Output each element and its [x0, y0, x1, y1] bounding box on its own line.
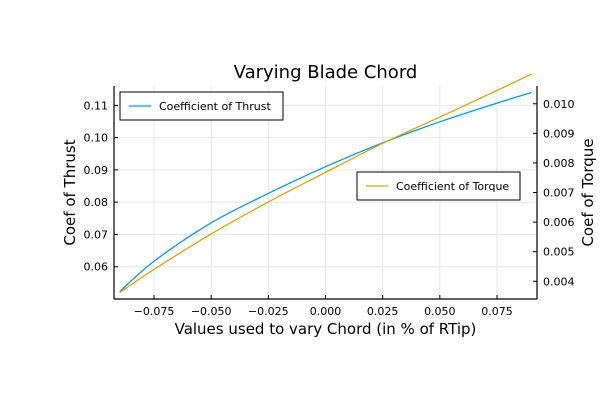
- left-y-tick-label: 0.07: [84, 228, 109, 241]
- x-tick-label: 0.000: [310, 305, 342, 318]
- left-y-tick-label: 0.11: [84, 99, 109, 112]
- legend-label: Coefficient of Torque: [396, 180, 509, 193]
- left-y-tick-label: 0.09: [84, 164, 109, 177]
- x-tick-label: −0.075: [134, 305, 175, 318]
- right-y-axis-ticks: 0.004 0.005 0.006 0.007 0.008 0.009 0.010: [533, 98, 575, 288]
- x-tick-label: 0.050: [424, 305, 456, 318]
- legends: Coefficient of Thrust Coefficient of Torq…: [119, 91, 521, 201]
- right-y-tick-label: 0.005: [543, 246, 575, 259]
- x-tick-label: −0.025: [248, 305, 289, 318]
- thrust-legend: Coefficient of Thrust: [119, 91, 284, 121]
- torque-series-line: [119, 73, 532, 294]
- right-y-axis-title: Coef of Torque: [579, 138, 597, 246]
- legend-label: Coefficient of Thrust: [159, 100, 271, 113]
- left-y-axis-title: Coef of Thrust: [61, 139, 79, 245]
- right-y-tick-label: 0.010: [543, 98, 575, 111]
- thrust-series-line: [119, 91, 532, 293]
- left-y-tick-label: 0.10: [84, 132, 109, 145]
- chart-title: Varying Blade Chord: [234, 62, 418, 83]
- left-y-tick-label: 0.06: [84, 261, 109, 274]
- x-axis-title: Values used to vary Chord (in % of RTip): [175, 320, 477, 338]
- x-tick-label: 0.075: [481, 305, 513, 318]
- left-y-axis-ticks: 0.06 0.07 0.08 0.09 0.10 0.11: [84, 99, 118, 274]
- plot-lines: [119, 73, 532, 294]
- right-y-tick-label: 0.009: [543, 127, 575, 140]
- x-axis-ticks: −0.075 −0.050 −0.025 0.000 0.025 0.050 0.075: [134, 295, 513, 318]
- x-tick-label: 0.025: [367, 305, 399, 318]
- right-y-tick-label: 0.006: [543, 216, 575, 229]
- right-y-tick-label: 0.004: [543, 275, 575, 288]
- x-tick-label: −0.050: [191, 305, 232, 318]
- right-y-tick-label: 0.008: [543, 157, 575, 170]
- torque-legend: Coefficient of Torque: [356, 171, 521, 201]
- right-y-tick-label: 0.007: [543, 187, 575, 200]
- left-y-tick-label: 0.08: [84, 196, 109, 209]
